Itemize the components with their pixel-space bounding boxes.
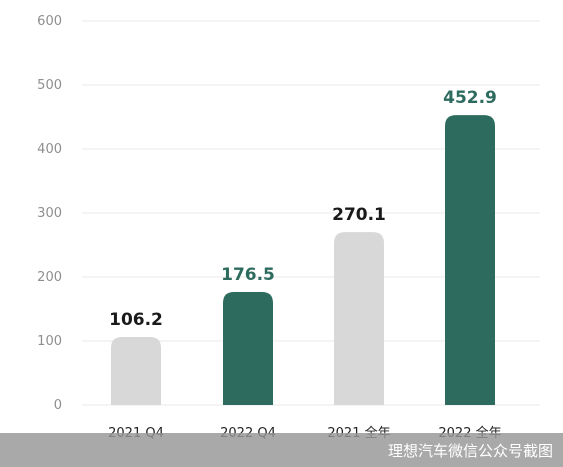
value-label-1: 176.5 [221, 265, 275, 285]
y-tick-label-600: 600 [37, 14, 62, 29]
y-tick-label-400: 400 [37, 142, 62, 157]
bar-3 [445, 115, 495, 406]
watermark-text: 理想汽车微信公众号截图 [387, 442, 553, 460]
value-labels: 106.2 176.5 270.1 452.9 [109, 88, 497, 330]
bar-2 [334, 232, 384, 405]
y-axis-tick-labels: 0 100 200 300 400 500 600 [37, 14, 62, 413]
value-label-0: 106.2 [109, 310, 163, 330]
value-label-2: 270.1 [332, 205, 386, 225]
bar-0 [111, 337, 161, 405]
y-tick-label-500: 500 [37, 78, 62, 93]
y-tick-label-300: 300 [37, 206, 62, 221]
value-label-3: 452.9 [443, 88, 497, 108]
y-tick-label-0: 0 [54, 398, 62, 413]
bars [111, 115, 495, 406]
bar-1 [223, 292, 273, 405]
y-tick-label-200: 200 [37, 270, 62, 285]
y-tick-label-100: 100 [37, 334, 62, 349]
watermark-bar: 理想汽车微信公众号截图 [0, 433, 563, 467]
